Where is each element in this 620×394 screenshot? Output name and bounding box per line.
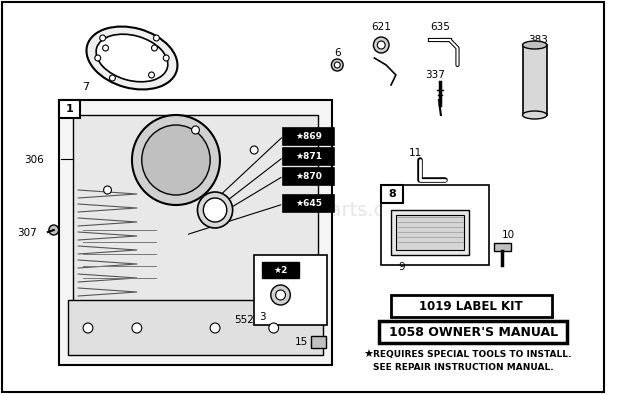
- Circle shape: [100, 35, 105, 41]
- Bar: [59, 100, 332, 365]
- Text: 1019 LABEL KIT: 1019 LABEL KIT: [419, 299, 523, 312]
- Bar: [381, 185, 403, 203]
- Circle shape: [83, 323, 93, 333]
- Ellipse shape: [86, 26, 177, 89]
- Text: ★: ★: [364, 350, 374, 360]
- Text: 15: 15: [294, 337, 308, 347]
- Text: ★870: ★870: [296, 172, 322, 181]
- Text: 306: 306: [24, 155, 44, 165]
- Bar: [254, 255, 327, 325]
- Bar: [283, 148, 334, 165]
- Text: 11: 11: [409, 148, 422, 158]
- Circle shape: [104, 186, 112, 194]
- Circle shape: [276, 290, 285, 300]
- Circle shape: [269, 323, 278, 333]
- Text: 8: 8: [388, 189, 396, 199]
- Text: 1: 1: [66, 104, 73, 114]
- Circle shape: [192, 126, 200, 134]
- Bar: [311, 336, 326, 348]
- Bar: [59, 100, 80, 118]
- Circle shape: [151, 45, 157, 51]
- Circle shape: [132, 323, 142, 333]
- Text: ReplacementParts.com: ReplacementParts.com: [191, 201, 415, 219]
- Bar: [523, 45, 547, 115]
- Text: 10: 10: [502, 230, 515, 240]
- Circle shape: [331, 59, 343, 71]
- Bar: [73, 115, 317, 340]
- Text: ★869: ★869: [295, 132, 322, 141]
- Circle shape: [142, 125, 210, 195]
- Text: 621: 621: [371, 22, 391, 32]
- Text: ★645: ★645: [295, 199, 322, 208]
- Circle shape: [271, 285, 290, 305]
- Text: 3: 3: [259, 312, 266, 322]
- Circle shape: [154, 35, 159, 41]
- Circle shape: [95, 55, 100, 61]
- Text: 383: 383: [528, 35, 547, 45]
- Ellipse shape: [523, 111, 547, 119]
- Text: 7: 7: [82, 82, 89, 92]
- Text: ★871: ★871: [295, 152, 322, 161]
- Bar: [396, 215, 464, 250]
- Bar: [68, 300, 322, 355]
- Circle shape: [250, 146, 258, 154]
- Ellipse shape: [523, 41, 547, 49]
- Text: 307: 307: [17, 228, 37, 238]
- Bar: [391, 295, 552, 317]
- Bar: [381, 185, 489, 265]
- Bar: [379, 321, 567, 343]
- Circle shape: [163, 55, 169, 61]
- Bar: [283, 195, 334, 212]
- Circle shape: [49, 225, 59, 235]
- Circle shape: [110, 75, 115, 81]
- Bar: [494, 243, 512, 251]
- Text: 1058 OWNER'S MANUAL: 1058 OWNER'S MANUAL: [389, 325, 558, 338]
- Circle shape: [373, 37, 389, 53]
- Text: ★2: ★2: [273, 266, 288, 275]
- Text: REQUIRES SPECIAL TOOLS TO INSTALL.: REQUIRES SPECIAL TOOLS TO INSTALL.: [373, 350, 572, 359]
- Circle shape: [103, 45, 108, 51]
- Text: 6: 6: [334, 48, 340, 58]
- Circle shape: [378, 41, 385, 49]
- Bar: [283, 128, 334, 145]
- Text: 9: 9: [399, 262, 405, 272]
- Text: 552: 552: [234, 315, 254, 325]
- Circle shape: [149, 72, 154, 78]
- Circle shape: [132, 115, 220, 205]
- Text: 635: 635: [430, 22, 450, 32]
- Circle shape: [334, 62, 340, 68]
- Bar: [262, 262, 299, 278]
- Text: 337: 337: [425, 70, 445, 80]
- Bar: [283, 168, 334, 185]
- Circle shape: [203, 198, 227, 222]
- Ellipse shape: [96, 34, 168, 82]
- Bar: [391, 210, 469, 255]
- Circle shape: [197, 192, 232, 228]
- Circle shape: [210, 323, 220, 333]
- Text: SEE REPAIR INSTRUCTION MANUAL.: SEE REPAIR INSTRUCTION MANUAL.: [373, 363, 554, 372]
